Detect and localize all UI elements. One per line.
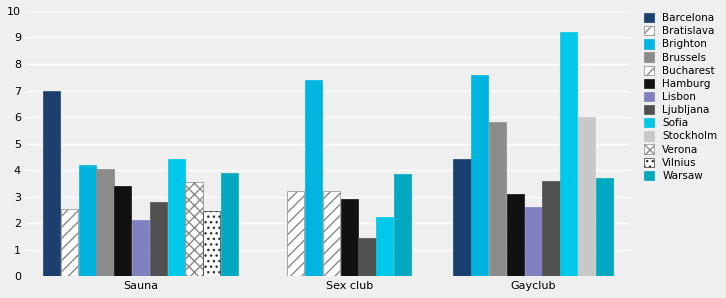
Bar <box>114 186 131 276</box>
Bar <box>376 217 393 276</box>
Legend: Barcelona, Bratislava, Brighton, Brussels, Bucharest, Hamburg, Lisbon, Ljubljana: Barcelona, Bratislava, Brighton, Brussel… <box>642 11 719 183</box>
Bar <box>203 211 220 276</box>
Bar <box>471 74 489 276</box>
Bar <box>560 32 577 276</box>
Bar <box>43 91 60 276</box>
Bar <box>454 159 470 276</box>
Bar <box>97 169 113 276</box>
Bar <box>525 207 542 276</box>
Bar <box>578 117 595 276</box>
Bar <box>359 238 375 276</box>
Bar <box>596 178 613 276</box>
Bar <box>323 191 340 276</box>
Bar <box>340 199 358 276</box>
Bar <box>61 209 78 276</box>
Bar <box>305 80 322 276</box>
Bar <box>221 173 238 276</box>
Bar <box>168 159 184 276</box>
Bar <box>394 174 411 276</box>
Bar <box>489 122 506 276</box>
Bar <box>542 181 560 276</box>
Bar <box>132 221 149 276</box>
Bar <box>185 182 203 276</box>
Bar <box>507 194 524 276</box>
Bar <box>150 202 167 276</box>
Bar <box>78 165 96 276</box>
Bar <box>287 191 304 276</box>
